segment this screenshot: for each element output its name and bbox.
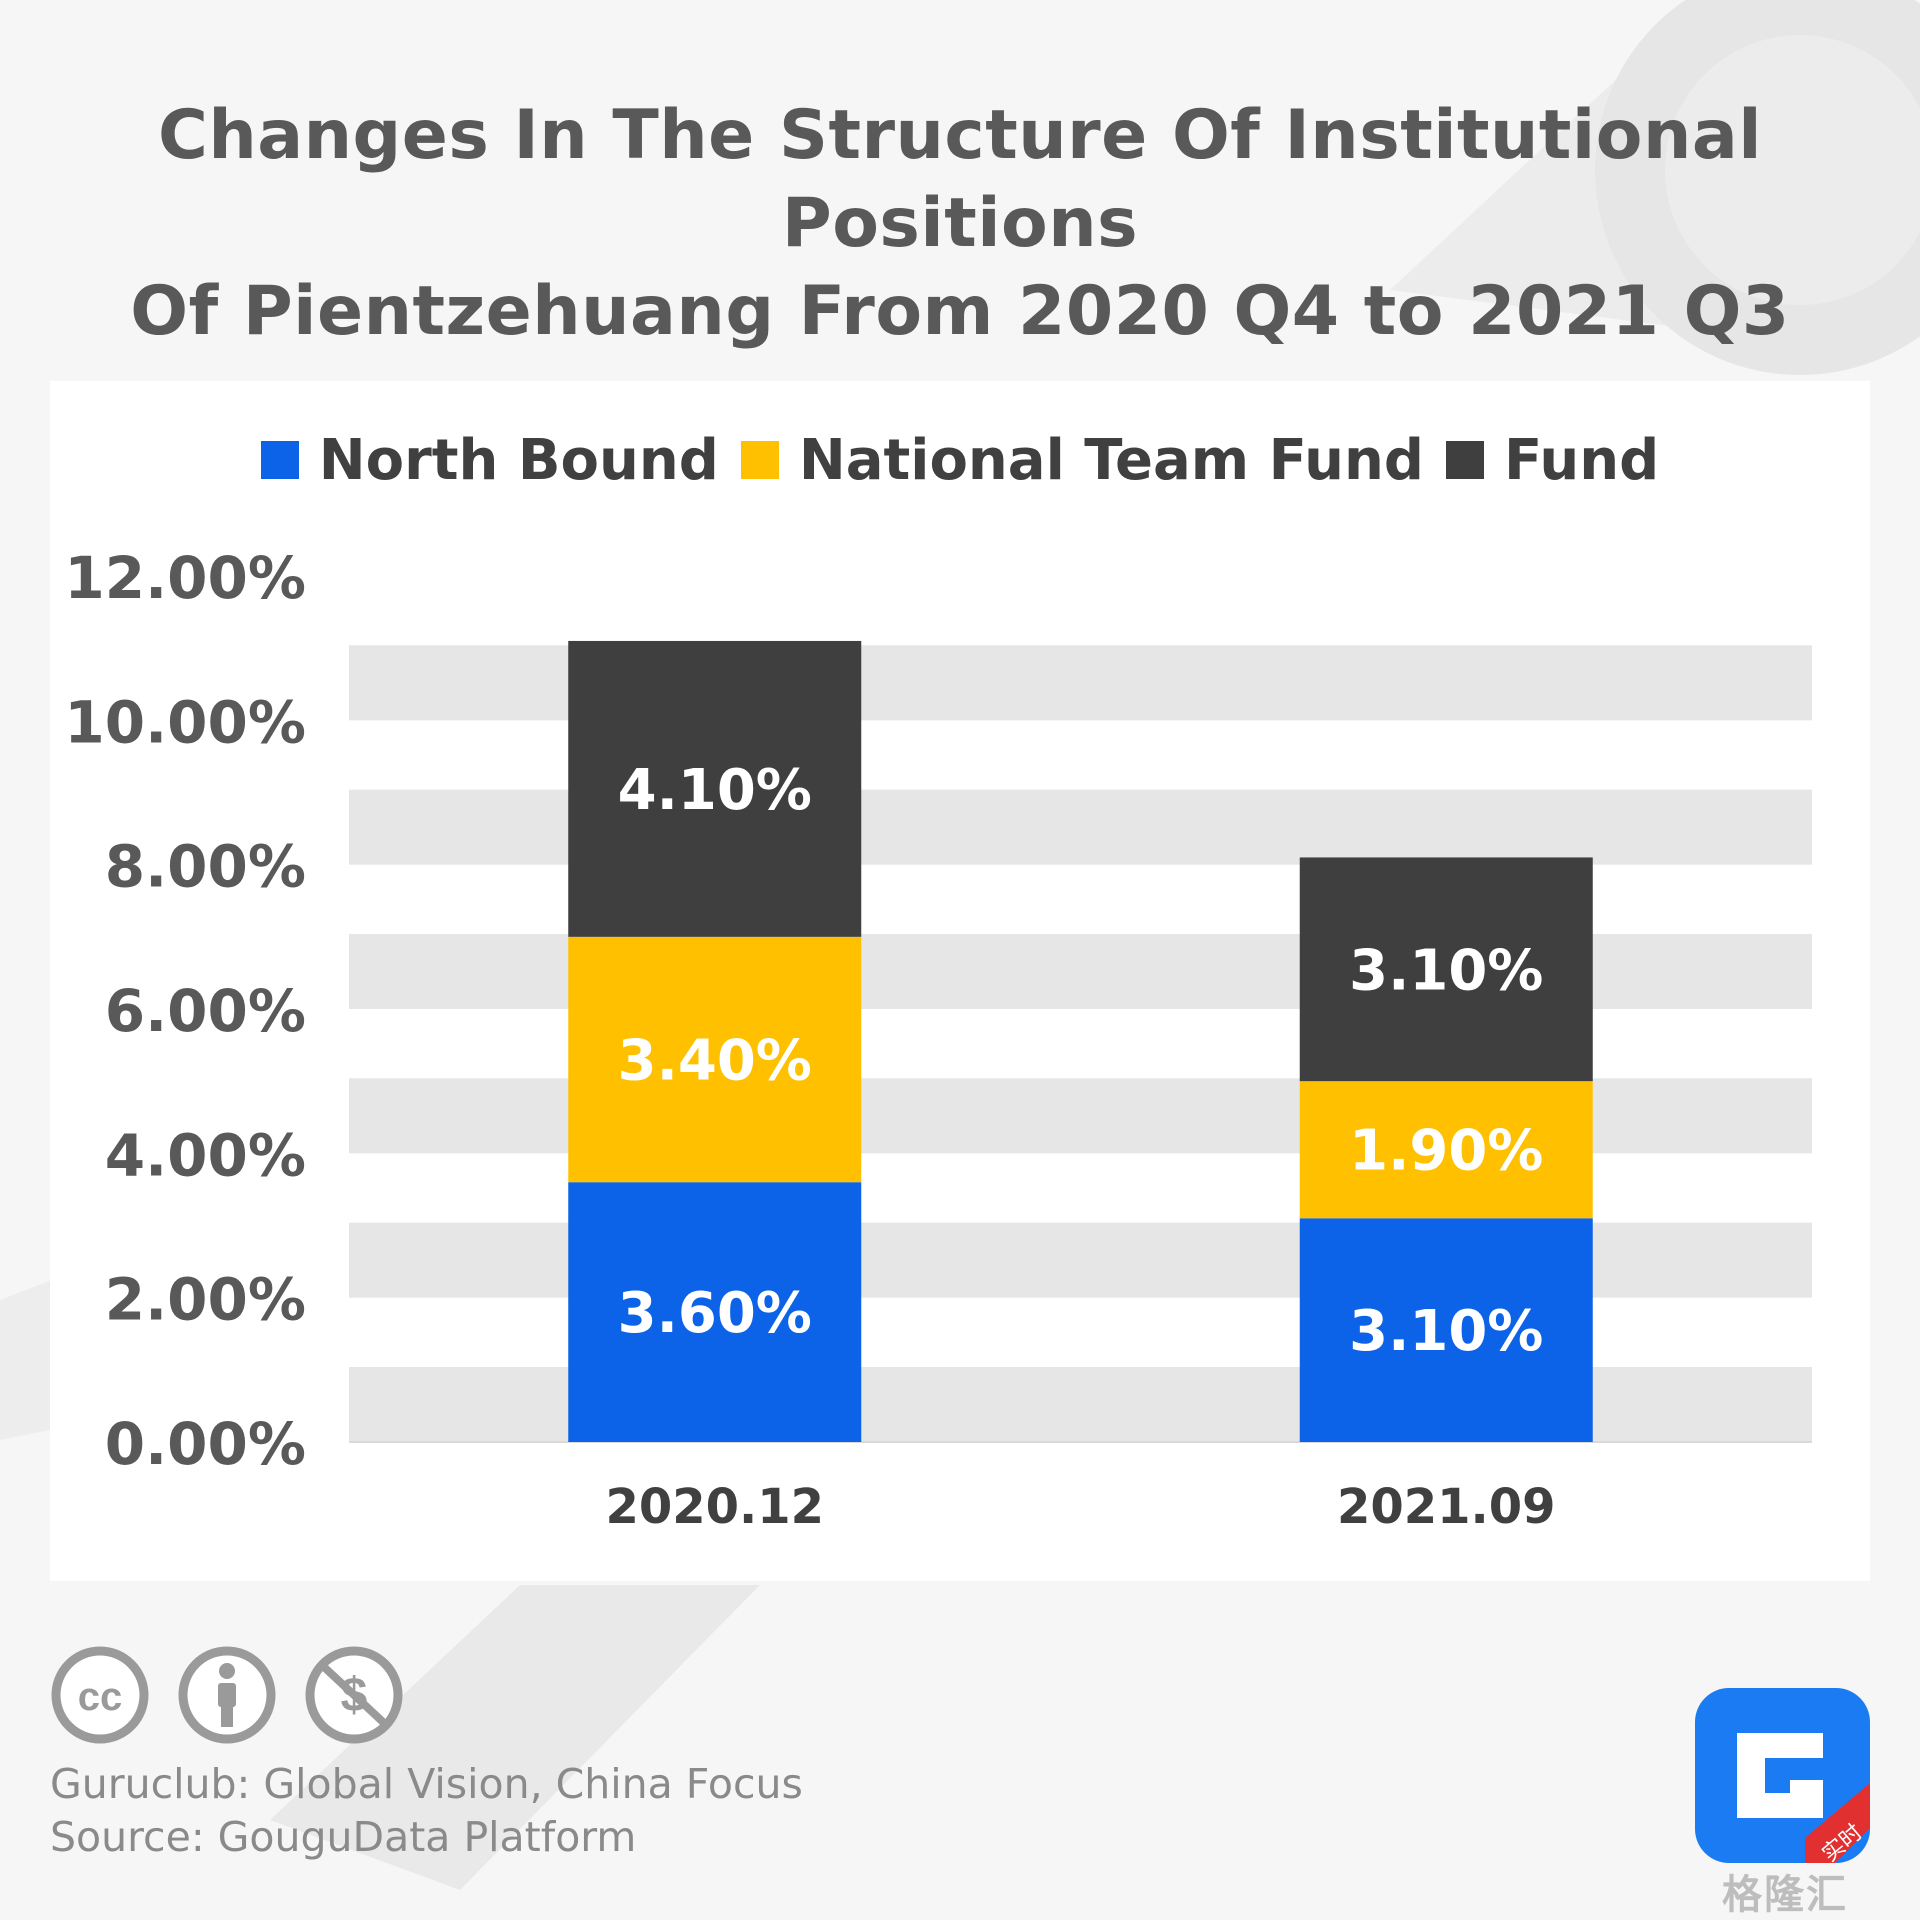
cc-icon: cc	[51, 1646, 149, 1744]
legend-swatch-fund	[1445, 441, 1484, 479]
bar-segment	[1299, 1081, 1593, 1219]
y-tick-label: 0.00%	[105, 1410, 306, 1478]
data-label: 3.10%	[1349, 1299, 1543, 1364]
data-label: 1.90%	[1349, 1119, 1543, 1184]
attribution-icon	[178, 1646, 276, 1744]
footer: Guruclub: Global Vision, China Focus Sou…	[50, 1758, 950, 1864]
x-tick-label: 2020.12	[605, 1479, 824, 1535]
y-tick-label: 10.00%	[64, 688, 306, 756]
data-label: 4.10%	[618, 758, 812, 823]
chart-title-line-2: Of Pientzehuang From 2020 Q4 to 2021 Q3	[130, 272, 1790, 351]
legend-item-national-team-fund: National Team Fund	[740, 427, 1424, 493]
bar-segment	[568, 640, 862, 937]
footer-source: Source: GouguData Platform	[50, 1813, 637, 1861]
legend-label-fund: Fund	[1503, 427, 1660, 493]
bar-segment	[568, 1182, 862, 1442]
license-icons: cc $	[51, 1646, 403, 1744]
legend-label-national-team-fund: National Team Fund	[798, 427, 1424, 493]
footer-tagline: Guruclub: Global Vision, China Focus	[50, 1760, 803, 1808]
y-tick-label: 2.00%	[105, 1266, 306, 1334]
bar-segment	[568, 936, 862, 1183]
svg-text:cc: cc	[78, 1675, 123, 1719]
legend-item-fund: Fund	[1445, 427, 1660, 493]
y-tick-label: 8.00%	[105, 833, 306, 901]
x-tick-label: 2021.09	[1337, 1479, 1556, 1535]
y-tick-label: 6.00%	[105, 977, 306, 1045]
noncommercial-icon: $	[305, 1646, 403, 1744]
data-label: 3.40%	[618, 1029, 812, 1094]
watermark: 格隆汇	[1722, 1872, 1848, 1918]
legend-label-north-bound: North Bound	[318, 427, 719, 493]
data-label: 3.60%	[618, 1281, 812, 1346]
bar-segment	[1299, 1218, 1593, 1442]
data-label: 3.10%	[1349, 938, 1543, 1003]
y-tick-label: 4.00%	[105, 1121, 306, 1189]
bar-segment	[1299, 857, 1593, 1082]
chart-title: Changes In The Structure Of Institutiona…	[0, 92, 1920, 356]
legend-item-north-bound: North Bound	[260, 427, 719, 493]
legend-swatch-north-bound	[260, 441, 299, 479]
y-tick-label: 12.00%	[64, 544, 306, 612]
gelonghui-logo-icon: 实时	[1695, 1688, 1870, 1863]
legend-swatch-national-team-fund	[740, 441, 779, 479]
chart-legend: North Bound National Team Fund Fund	[50, 420, 1870, 500]
chart-title-line-1: Changes In The Structure Of Institutiona…	[157, 96, 1763, 263]
